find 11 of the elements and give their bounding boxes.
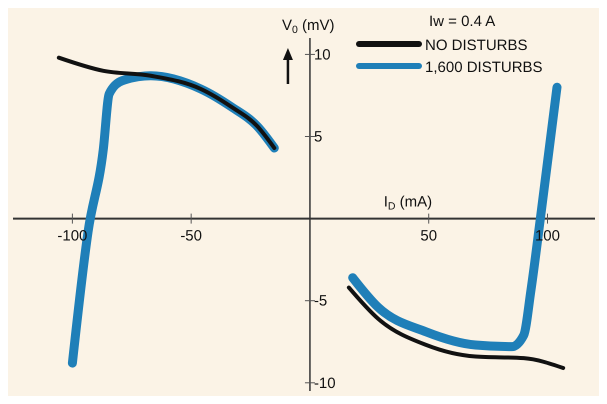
y-tick-label: 5 — [314, 128, 322, 146]
y-axis-title: V$_{0}$ (mV) — [282, 17, 334, 36]
y-tick-label: 10 — [314, 46, 331, 64]
legend-label: NO DISTURBS — [425, 37, 528, 54]
x-tick-label: -50 — [180, 228, 202, 245]
y-tick-label: -10 — [314, 374, 336, 392]
legend-label: 1,600 DISTURBS — [425, 59, 543, 76]
x-tick-label: 50 — [420, 228, 438, 245]
legend-title: Iw = 0.4 A — [429, 13, 496, 30]
y-tick-label: -5 — [314, 292, 328, 310]
x-axis-title: I$_{D}$ (mA) — [384, 194, 432, 213]
